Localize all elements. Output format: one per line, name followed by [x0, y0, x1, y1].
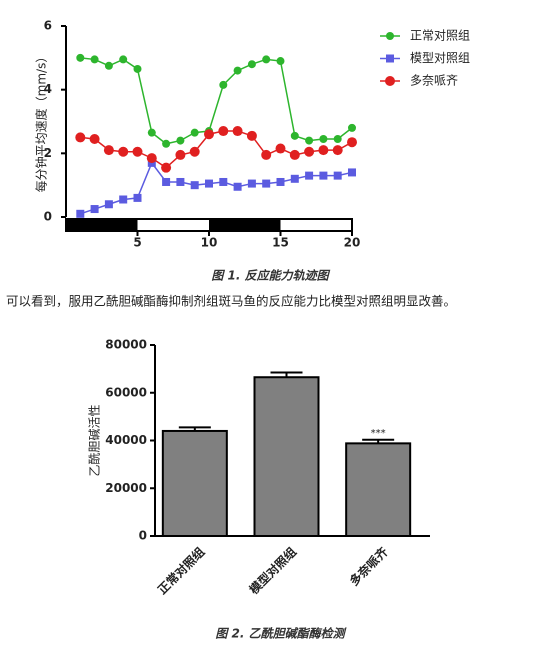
point: [333, 135, 342, 144]
point: [319, 135, 328, 144]
point: [219, 177, 228, 186]
point: [218, 126, 229, 137]
point: [219, 80, 228, 89]
point: [290, 131, 299, 140]
y-tick-label: 6: [44, 19, 52, 33]
point: [319, 171, 328, 180]
series-line: [80, 57, 353, 145]
x-tick-label: 15: [272, 236, 289, 250]
point: [247, 179, 256, 188]
x-tick-label: 5: [133, 236, 141, 250]
y-tick-label: 40000: [105, 433, 147, 447]
paragraph: 可以看到，服用乙酰胆碱酯酶抑制剂组斑马鱼的反应能力比模型对照组明显改善。: [6, 294, 456, 309]
legend-label: 正常对照组: [410, 29, 470, 43]
point: [176, 136, 185, 145]
point: [247, 60, 256, 69]
point: [205, 179, 213, 188]
point: [104, 61, 113, 70]
x-tick-label: 模型对照组: [246, 544, 299, 597]
error-bar: [362, 438, 395, 444]
series-line: [80, 161, 353, 215]
caption: 图 2. 乙酰胆碱酯酶检测: [215, 627, 346, 641]
y-tick-label: 80000: [105, 338, 147, 352]
y-tick-label: 60000: [105, 385, 147, 399]
point: [290, 174, 299, 183]
point: [147, 128, 156, 137]
point: [275, 143, 286, 154]
point: [132, 146, 143, 157]
point: [348, 168, 356, 177]
x-tick-label: 10: [201, 236, 218, 250]
caption: 图 1. 反应能力轨迹图: [211, 269, 330, 283]
legend-marker: [386, 32, 394, 40]
error-bar: [178, 426, 211, 431]
error-bar: [270, 371, 303, 378]
point: [190, 128, 199, 137]
point: [133, 193, 142, 202]
point: [76, 53, 85, 62]
point: [175, 149, 186, 160]
point: [162, 177, 171, 186]
point: [161, 162, 172, 173]
point: [118, 146, 129, 157]
point: [119, 195, 128, 204]
bar: [161, 429, 228, 538]
y-tick-label: 20000: [105, 481, 147, 495]
point: [133, 64, 142, 73]
point: [232, 126, 243, 137]
point: [90, 55, 99, 64]
dark-period: [209, 219, 281, 231]
point: [90, 205, 99, 214]
point: [233, 182, 242, 191]
point: [190, 181, 199, 190]
legend-label: 多奈哌齐: [410, 73, 458, 88]
point: [89, 134, 100, 145]
point: [332, 145, 343, 156]
legend-marker: [386, 54, 394, 63]
point: [305, 171, 314, 180]
x-tick-label: 20: [344, 236, 361, 250]
point: [347, 137, 357, 148]
point: [261, 149, 272, 160]
bar: [253, 376, 320, 538]
point: [276, 57, 285, 66]
y-tick-label: 0: [139, 529, 147, 543]
point: [204, 129, 214, 140]
point: [104, 200, 113, 209]
annotation: ***: [371, 428, 386, 439]
point: [76, 209, 85, 218]
y-tick-label: 4: [44, 82, 52, 96]
point: [162, 139, 171, 148]
y-axis-label: 每分钟平均速度（mm/s）: [34, 51, 49, 193]
point: [276, 177, 285, 186]
legend-label: 模型对照组: [410, 51, 470, 65]
y-tick-label: 2: [44, 146, 52, 160]
y-tick-label: 0: [44, 210, 52, 224]
x-tick-label: 多奈哌齐: [346, 543, 391, 588]
dark-period: [66, 219, 138, 231]
point: [289, 149, 300, 160]
point: [333, 171, 342, 180]
point: [318, 145, 329, 156]
point: [304, 146, 315, 157]
point: [103, 145, 114, 156]
legend-marker: [385, 76, 395, 86]
point: [119, 55, 128, 64]
point: [176, 177, 185, 186]
point: [189, 146, 200, 157]
point: [75, 132, 86, 143]
point: [262, 179, 271, 188]
point: [233, 66, 242, 75]
x-tick-label: 正常对照组: [154, 544, 207, 597]
bar: [345, 442, 412, 537]
point: [262, 55, 271, 64]
y-axis-label: 乙酰胆碱活性: [88, 404, 102, 476]
point: [246, 130, 257, 141]
point: [348, 123, 356, 132]
point: [305, 136, 314, 145]
point: [146, 153, 157, 164]
